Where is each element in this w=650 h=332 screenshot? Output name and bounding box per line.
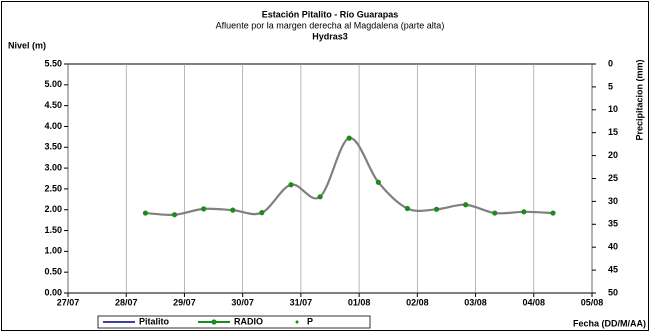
y-tick-label: 2.00 [44,204,62,214]
y-tick-label: 5.00 [44,79,62,89]
data-point [230,207,236,213]
data-point [346,135,352,141]
y-tick-label: 4.00 [44,121,62,131]
data-point [171,212,178,218]
data-point [142,210,149,216]
data-point [433,206,440,212]
y2-tick-label: 35 [608,219,618,229]
x-tick-label: 05/08 [581,297,604,307]
data-point [375,179,381,185]
data-point [259,210,265,216]
y2-tick-label: 50 [608,287,618,297]
y2-tick-label: 40 [608,242,618,252]
data-point [201,206,207,212]
y-axis-label: Nivel (m) [8,40,46,50]
series-line [145,137,554,216]
y2-tick-label: 25 [608,173,618,183]
y2-tick-label: 0 [608,58,613,68]
x-tick-label: 31/07 [290,297,313,307]
legend-label: Pitalito [139,316,170,326]
legend-label: RADIO [234,316,263,326]
y-tick-label: 3.00 [44,162,62,172]
legend-marker [211,319,217,325]
y-tick-label: 1.50 [44,225,62,235]
y-tick-label: 3.50 [44,142,62,152]
chart-title: Estación Pitalito - Río Guarapas [262,9,399,19]
y2-tick-label: 10 [608,104,618,114]
data-point [463,202,469,208]
legend-box [97,315,371,329]
y2-tick-label: 30 [608,196,618,206]
y2-axis-label: Precipitacion (mm) [634,59,644,140]
x-axis-label: Fecha (DD/M/AA) [573,318,646,328]
chart-subtitle: Afluente por la margen derecha al Magdal… [216,20,445,30]
y2-tick-label: 20 [608,150,618,160]
data-point [521,209,527,215]
data-point [317,194,323,200]
data-point [288,182,294,188]
data-point [404,205,411,212]
x-tick-label: 01/08 [348,297,371,307]
y-tick-label: 0.50 [44,267,62,277]
legend-label: P [307,316,313,326]
y2-tick-label: 5 [608,81,613,91]
x-tick-label: 04/08 [523,297,546,307]
data-point [492,210,498,216]
y-tick-label: 5.50 [44,58,62,68]
chart-source: Hydras3 [312,31,348,41]
y-tick-label: 0.00 [44,287,62,297]
y-tick-label: 2.50 [44,183,62,193]
y-tick-label: 1.00 [44,246,62,256]
x-tick-label: 03/08 [464,297,487,307]
x-tick-label: 28/07 [115,297,138,307]
y2-tick-label: 45 [608,264,618,274]
x-tick-label: 30/07 [231,297,254,307]
legend-marker [295,320,299,324]
x-tick-label: 27/07 [57,297,80,307]
y-tick-label: 4.50 [44,100,62,110]
y2-tick-label: 15 [608,127,618,137]
data-point [550,210,556,216]
x-tick-label: 02/08 [406,297,429,307]
x-tick-label: 29/07 [173,297,196,307]
